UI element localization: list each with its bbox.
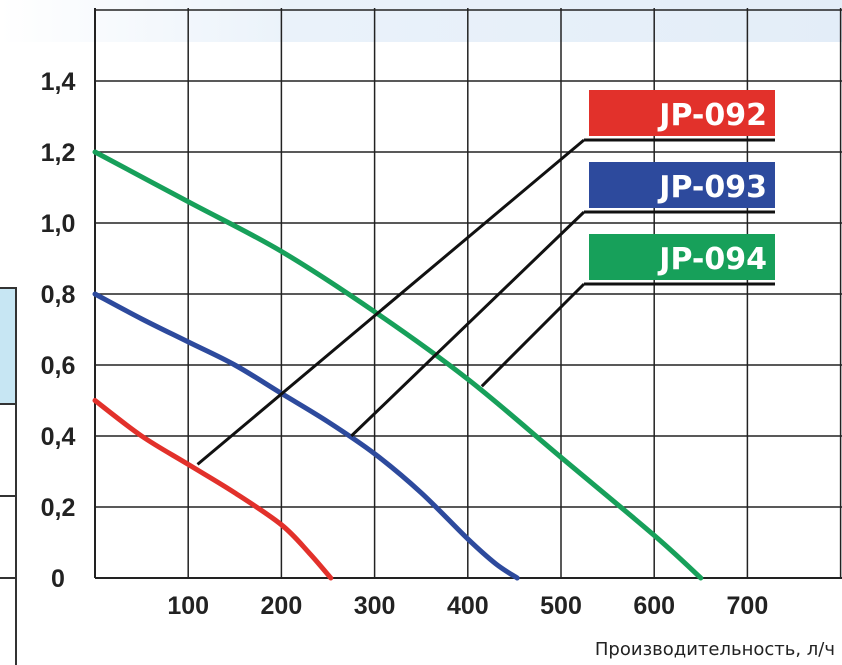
y-tick-label: 0 [51,565,65,593]
x-tick-label: 200 [261,592,303,620]
y-tick-label: 0,4 [41,423,76,451]
x-tick-label: 600 [633,592,675,620]
y-tick-label: 1,0 [41,210,76,238]
y-axis-ticks: 0 0,2 0,4 0,6 0,8 1,0 1,2 1,4 [41,68,76,593]
x-axis-ticks: 100 200 300 400 500 600 700 [167,592,768,620]
legend-leader-line [482,284,584,386]
legend-label: JP-092 [657,98,767,133]
x-tick-label: 100 [167,592,209,620]
series-line-jp-092 [95,401,331,579]
legend: JP-092 JP-093 JP-094 [589,90,775,280]
y-tick-label: 0,2 [41,494,76,522]
legend-label: JP-094 [657,242,767,277]
x-tick-label: 500 [540,592,582,620]
x-tick-label: 300 [354,592,396,620]
y-tick-label: 0,8 [41,281,76,309]
y-tick-label: 1,4 [41,68,76,96]
y-tick-label: 0,6 [41,352,76,380]
x-axis-label: Производительность, л/ч [595,639,835,660]
x-tick-label: 400 [447,592,489,620]
legend-label: JP-093 [657,170,767,205]
y-tick-label: 1,2 [41,139,76,167]
legend-leader-line [198,140,584,464]
x-tick-label: 700 [727,592,769,620]
